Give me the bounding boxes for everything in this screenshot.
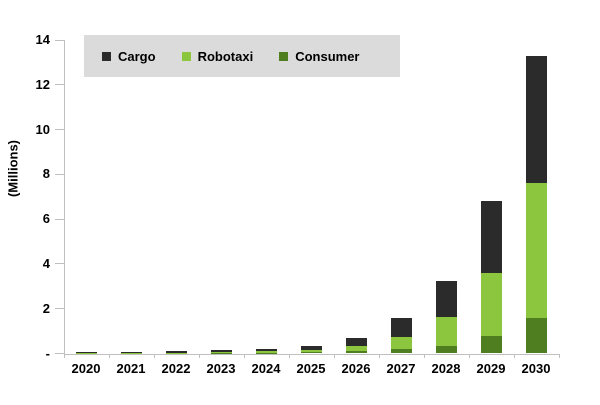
bar-segment-cargo (120, 351, 142, 353)
x-tick (468, 353, 470, 358)
x-tick-label: 2025 (296, 360, 326, 376)
y-tick-label: 2 (42, 300, 50, 316)
x-tick (243, 353, 245, 358)
legend-item-cargo: Cargo (102, 49, 156, 64)
x-tick (288, 353, 290, 358)
x-tick (333, 353, 335, 358)
x-tick (153, 353, 155, 358)
legend-item-robotaxi: Robotaxi (181, 48, 254, 64)
bar-segment-robotaxi (255, 351, 277, 353)
y-tick-label: 6 (42, 211, 50, 227)
legend-swatch-icon (181, 51, 191, 61)
legend: Cargo Robotaxi Consumer (84, 35, 400, 77)
y-tick-label: 10 (35, 121, 50, 137)
y-tick (54, 173, 64, 175)
legend-label: Robotaxi (197, 48, 254, 64)
x-tick-label: 2028 (431, 360, 461, 376)
y-axis-line (63, 40, 65, 354)
legend-item-consumer: Consumer (279, 49, 359, 64)
x-tick (378, 353, 380, 358)
y-tick (54, 218, 64, 220)
bar-segment-cargo (525, 55, 547, 184)
y-tick-label: 4 (42, 255, 50, 271)
bar-segment-robotaxi (300, 350, 322, 353)
bar-segment-consumer (255, 352, 277, 354)
bar-segment-cargo (390, 317, 412, 337)
bar-segment-robotaxi (165, 352, 187, 354)
y-tick-label: 12 (35, 76, 50, 92)
y-tick (54, 353, 64, 354)
y-tick-label: 14 (35, 32, 50, 47)
legend-swatch-icon (102, 51, 111, 61)
bar-segment-cargo (435, 280, 457, 317)
y-tick (54, 129, 64, 131)
bar-segment-robotaxi (390, 336, 412, 350)
y-tick (54, 39, 64, 41)
bar-segment-consumer (390, 349, 412, 354)
bar-segment-cargo (165, 351, 187, 353)
x-tick-label: 2023 (206, 360, 236, 376)
x-tick (198, 353, 200, 358)
x-tick-label: 2021 (116, 360, 146, 376)
bar-segment-consumer (435, 345, 457, 354)
y-tick-label: 8 (42, 166, 50, 182)
bar-segment-consumer (525, 317, 547, 354)
bar-segment-robotaxi (525, 183, 547, 318)
x-tick-label: 2029 (476, 360, 506, 376)
x-tick-label: 2026 (341, 360, 371, 376)
y-tick (54, 84, 64, 86)
x-tick (108, 353, 110, 358)
bar-segment-consumer (300, 352, 322, 354)
x-tick-label: 2020 (71, 360, 101, 376)
bar-segment-robotaxi (480, 272, 502, 336)
x-tick-label: 2027 (386, 360, 416, 376)
legend-swatch-icon (279, 51, 289, 61)
bar-segment-consumer (345, 351, 367, 354)
bar-segment-robotaxi (345, 345, 367, 352)
x-tick-label: 2024 (251, 360, 281, 376)
bar-segment-cargo (75, 351, 97, 353)
bar-segment-cargo (300, 345, 322, 351)
bar-segment-consumer (480, 335, 502, 354)
legend-label: Consumer (295, 48, 360, 64)
y-tick-label: - (45, 345, 50, 361)
bar-segment-cargo (255, 348, 277, 352)
x-tick-label: 2030 (521, 360, 551, 376)
bar-segment-robotaxi (435, 316, 457, 346)
x-tick (63, 353, 65, 358)
bar-segment-robotaxi (210, 352, 232, 354)
y-tick (54, 308, 64, 310)
bar-segment-cargo (480, 201, 502, 273)
x-tick (423, 353, 425, 358)
x-tick-label: 2022 (161, 360, 191, 376)
legend-label: Cargo (118, 48, 156, 64)
y-tick (54, 263, 64, 265)
bar-segment-cargo (345, 337, 367, 346)
x-axis-line (63, 353, 560, 355)
x-tick (558, 353, 560, 358)
bar-segment-cargo (210, 350, 232, 353)
x-tick (513, 353, 515, 358)
